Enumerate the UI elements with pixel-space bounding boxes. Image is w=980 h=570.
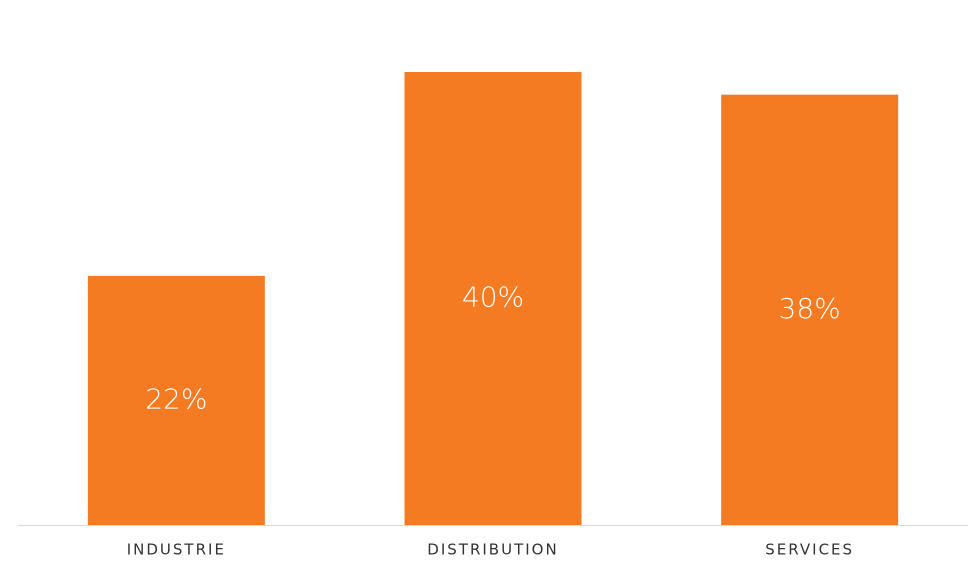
value-label: 40% [462, 281, 524, 314]
value-label: 22% [145, 382, 207, 415]
x-tick-label: INDUSTRIE [127, 541, 226, 559]
x-tick-label: SERVICES [765, 541, 854, 559]
bar [87, 275, 265, 525]
value-label: 38% [779, 292, 841, 325]
bar [404, 72, 582, 525]
x-tick-label: DISTRIBUTION [427, 541, 558, 559]
bar [721, 94, 899, 526]
